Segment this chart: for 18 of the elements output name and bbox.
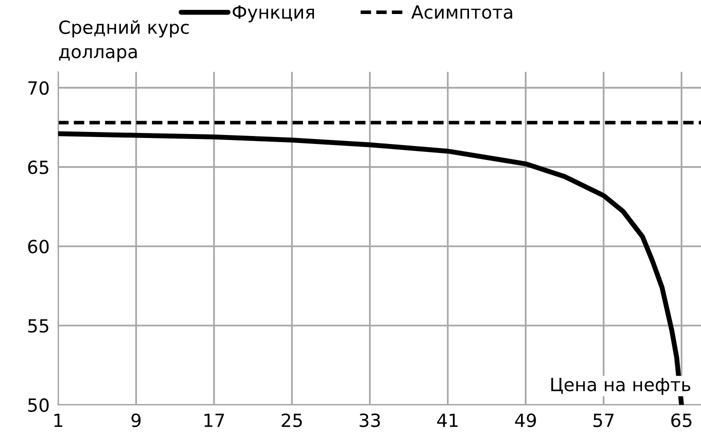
x-tick-label: 57	[594, 414, 614, 428]
legend-label: Функция	[232, 5, 314, 22]
y-tick-label: 70	[28, 81, 49, 95]
legend-label: Асимптота	[411, 5, 512, 19]
x-tick-label: 25	[282, 413, 302, 428]
x-axis-title: Цена на нефть	[551, 378, 690, 395]
y-tick-label: 55	[28, 319, 48, 333]
x-tick-label: 49	[515, 413, 536, 428]
x-tick-label: 17	[204, 414, 224, 427]
x-tick-label: 41	[437, 414, 458, 427]
y-tick-label: 60	[28, 240, 49, 254]
x-tick-label: 9	[131, 413, 141, 428]
x-tick-label: 65	[671, 413, 692, 428]
x-tick-label: 33	[360, 413, 380, 428]
x-tick-label: 1	[54, 414, 62, 427]
y-axis-title: Средний курс доллара	[59, 20, 189, 62]
y-tick-label: 65	[28, 160, 48, 174]
y-tick-label: 50	[28, 398, 49, 412]
